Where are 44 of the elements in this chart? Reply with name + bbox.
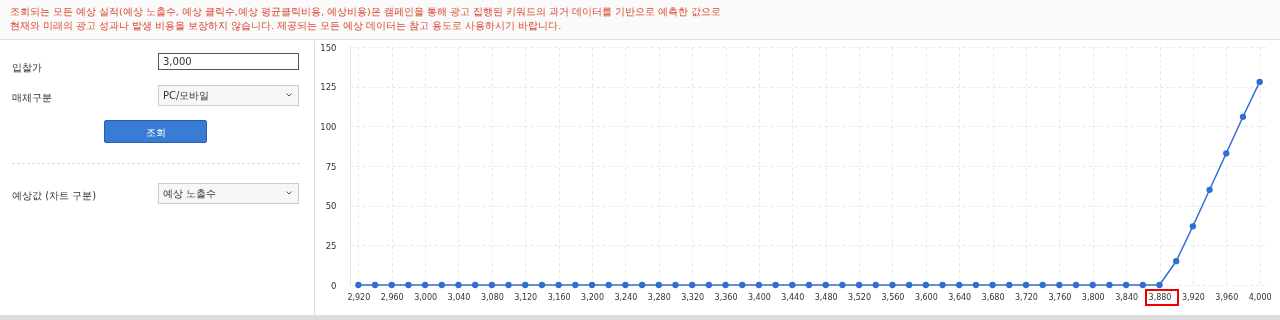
x-tick-label: 2,960 <box>380 292 404 302</box>
x-tick-label: 3,440 <box>781 292 805 302</box>
x-tick-label: 3,640 <box>948 292 972 302</box>
x-tick-label: 3,560 <box>881 292 905 302</box>
x-tick-label: 4,000 <box>1248 292 1272 302</box>
x-tick-label: 3,800 <box>1081 292 1105 302</box>
text: 현재와 미래의 광고 성과나 발생 비용을 보장하지 않습니다. 제공되는 모든 예상 데이터는 참고 용도로 사용하시기 바랍니다. <box>10 19 563 33</box>
y-tick-label: 0 <box>331 280 337 291</box>
x-tick-label: 3,280 <box>647 292 671 302</box>
x-tick-label: 3,040 <box>447 292 471 302</box>
x-tick-label: 3,080 <box>480 292 504 302</box>
y-tick-label: 100 <box>320 121 337 132</box>
dropdown: 예상 노출수 <box>158 183 299 204</box>
x-tick-label: 3,160 <box>547 292 571 302</box>
x-tick-label: 3,600 <box>914 292 938 302</box>
x-tick-label: 3,000 <box>414 292 438 302</box>
y-tick-label: 75 <box>325 161 337 172</box>
x-tick-label: 3,840 <box>1115 292 1139 302</box>
x-tick-label: 3,400 <box>747 292 771 302</box>
y-tick-label: 150 <box>320 42 337 53</box>
text: 매체구분 <box>12 91 52 105</box>
x-tick-label: 3,480 <box>814 292 838 302</box>
text: 예상값 (차트 구분) <box>12 189 97 203</box>
x-tick-label: 3,360 <box>714 292 738 302</box>
y-tick-label: 50 <box>325 201 337 212</box>
x-tick-label: 3,200 <box>581 292 604 302</box>
x-tick-label: 3,880 <box>1148 292 1172 302</box>
x-tick-label: 3,720 <box>1015 292 1038 302</box>
x-tick-label: 3,240 <box>614 292 638 302</box>
y-tick-label: 25 <box>325 240 337 251</box>
x-tick-label: 3,760 <box>1048 292 1072 302</box>
dropdown: PC/모바일 <box>158 85 299 106</box>
x-tick-label: 2,920 <box>347 292 371 302</box>
text: 입찰가 <box>12 61 42 75</box>
y-tick-label: 125 <box>320 82 337 93</box>
x-tick-label: 3,120 <box>514 292 538 302</box>
x-tick-label: 3,520 <box>848 292 872 302</box>
text: 조회되는 모든 예상 실적(예상 노출수, 예상 클릭수,예상 평균클릭비용, 예상비용)은 캠페인을 통해 광고 집행된 키워드의 과거 데이터를 기반으로 예측한 값으로 <box>10 5 722 19</box>
x-tick-label: 3,680 <box>981 292 1005 302</box>
button: 조회 <box>104 120 207 143</box>
x-tick-label: 3,920 <box>1181 292 1205 302</box>
text-field: 3,000 <box>158 53 299 70</box>
x-tick-label: 3,320 <box>681 292 705 302</box>
x-tick-label: 3,960 <box>1215 292 1239 302</box>
